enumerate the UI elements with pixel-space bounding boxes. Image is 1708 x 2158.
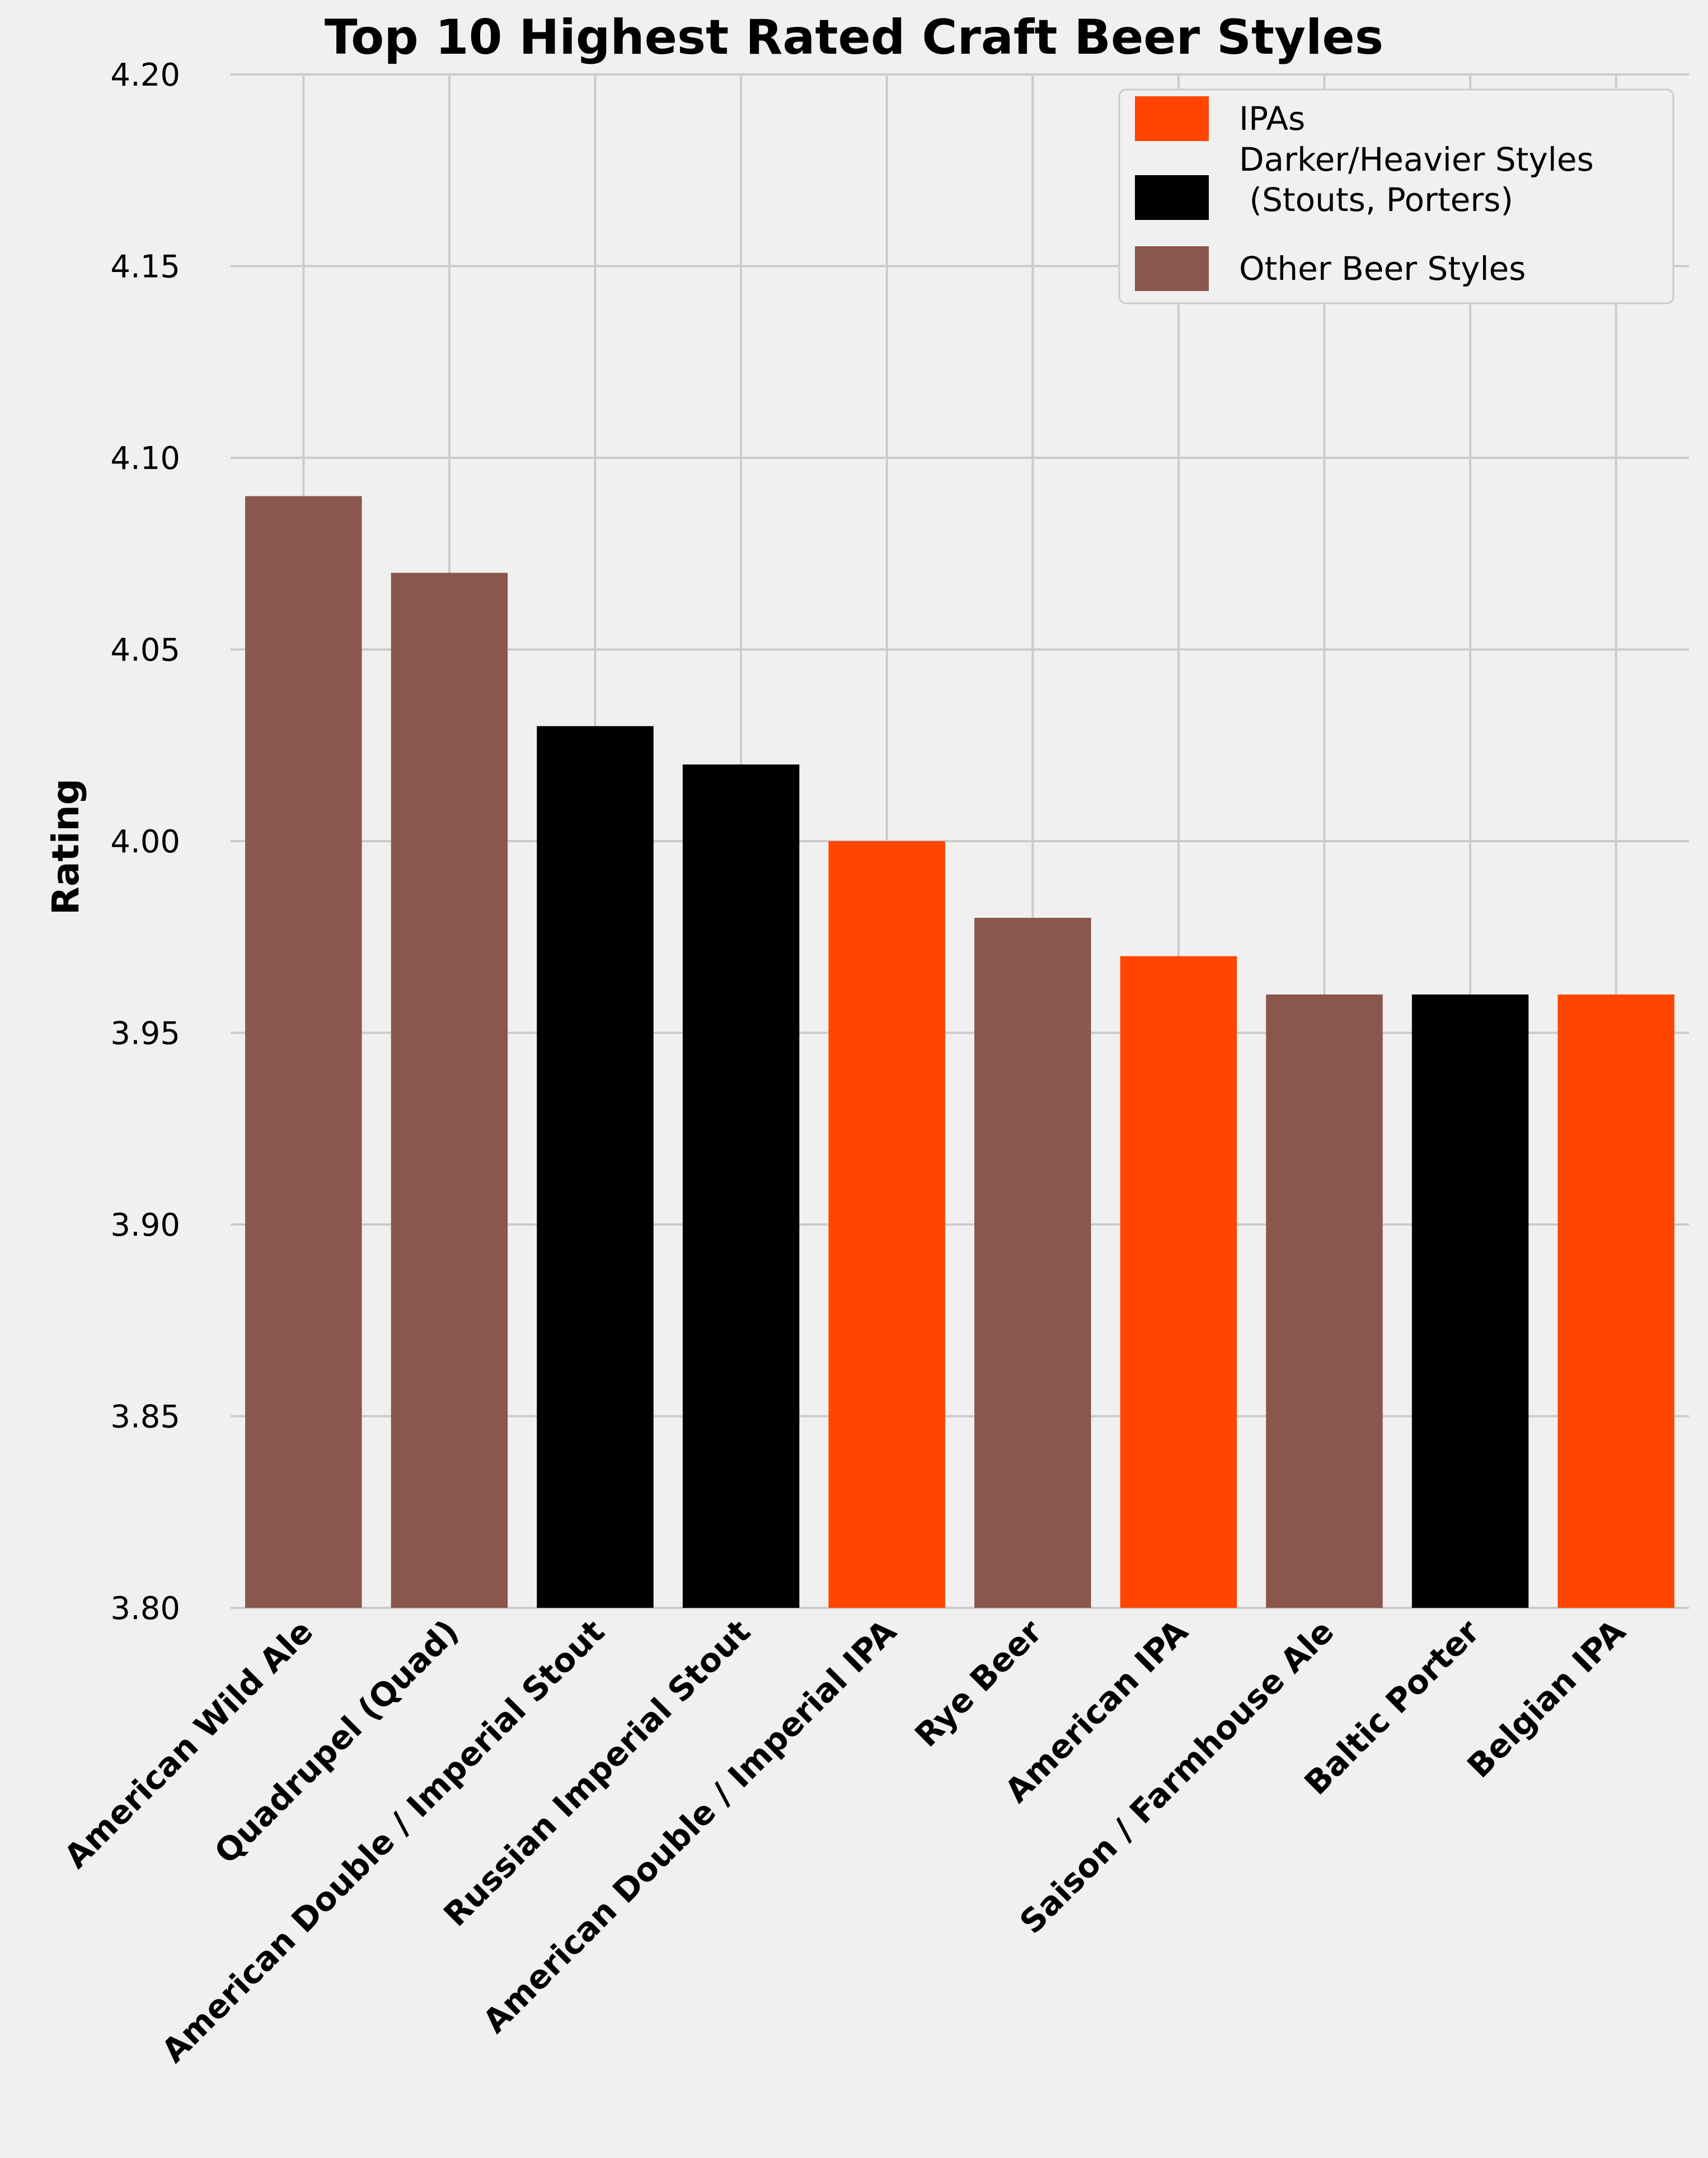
legend-label: IPAs bbox=[1239, 100, 1305, 138]
legend-swatch bbox=[1135, 175, 1209, 220]
bar bbox=[1411, 994, 1529, 1608]
bars bbox=[245, 496, 1674, 1608]
y-tick-label: 3.85 bbox=[110, 1399, 180, 1435]
legend-label: Other Beer Styles bbox=[1239, 250, 1526, 288]
y-tick-label: 4.15 bbox=[110, 249, 180, 285]
y-tick-label: 4.05 bbox=[110, 632, 180, 669]
y-tick-label: 3.80 bbox=[110, 1591, 180, 1627]
chart-title: Top 10 Highest Rated Craft Beer Styles bbox=[325, 10, 1383, 65]
bar bbox=[245, 496, 362, 1608]
y-tick-label: 4.20 bbox=[110, 57, 180, 93]
bar bbox=[682, 764, 800, 1608]
bar bbox=[391, 573, 508, 1608]
y-tick-label: 4.00 bbox=[110, 824, 180, 860]
legend-label: Darker/Heavier Styles (Stouts, Porters) bbox=[1239, 140, 1594, 219]
bar bbox=[828, 841, 945, 1608]
legend-frame bbox=[1118, 88, 1674, 304]
y-axis-ticks: 3.80 3.85 3.90 3.95 4.00 4.05 4.10 4.15 4.20 bbox=[110, 57, 180, 1627]
y-tick-label: 3.90 bbox=[110, 1207, 180, 1244]
bar bbox=[1557, 994, 1674, 1608]
bar bbox=[537, 726, 654, 1608]
legend-swatch bbox=[1135, 96, 1209, 141]
y-tick-label: 3.95 bbox=[110, 1016, 180, 1052]
bar bbox=[1120, 956, 1237, 1608]
bar bbox=[974, 918, 1091, 1608]
legend-swatch bbox=[1135, 246, 1209, 291]
y-tick-label: 4.10 bbox=[110, 440, 180, 477]
bar bbox=[1266, 994, 1383, 1608]
y-axis-label: Rating bbox=[44, 778, 87, 915]
